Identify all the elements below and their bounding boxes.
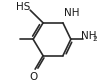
Text: NH: NH [64,8,79,18]
Text: 2: 2 [92,36,97,42]
Text: NH: NH [81,31,96,41]
Text: O: O [29,72,37,82]
Text: HS: HS [16,2,30,12]
